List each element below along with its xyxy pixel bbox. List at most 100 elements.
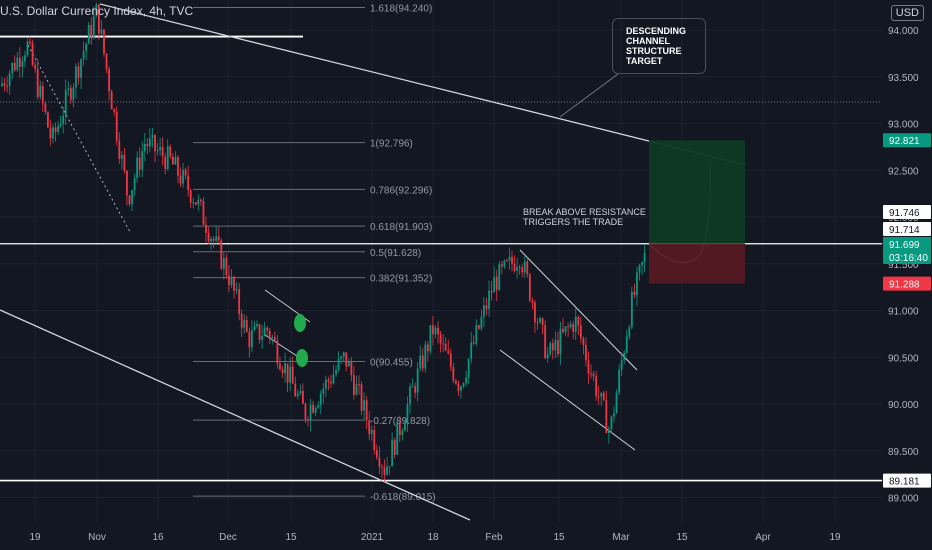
fib-level-label: 0.5(91.628)	[370, 248, 421, 259]
candle-body	[506, 260, 508, 262]
candle-body	[90, 25, 93, 38]
fib-level-label: 1(92.796)	[370, 139, 413, 150]
candle-body	[353, 375, 355, 395]
candle-body	[531, 300, 534, 303]
price-label-tag	[883, 276, 931, 291]
candle-body	[602, 392, 605, 400]
candle-body	[41, 86, 44, 104]
candle-body	[513, 263, 516, 271]
candle-body	[307, 419, 309, 421]
price-label-tag	[883, 473, 931, 488]
candle-body	[613, 413, 615, 417]
candle-body	[411, 386, 414, 388]
horizontal-levels	[0, 35, 882, 482]
fib-level-label: 0.618(91.903)	[370, 222, 432, 233]
candle-body	[151, 134, 154, 139]
candle-body	[554, 340, 557, 351]
price-tick-label: 89.500	[888, 447, 919, 458]
candle-body	[335, 369, 337, 375]
candle-body	[263, 327, 266, 336]
candle-body	[396, 422, 399, 455]
candle-body	[205, 224, 207, 233]
candle-body	[69, 88, 72, 100]
trigger-note: BREAK ABOVE RESISTANCE TRIGGERS THE TRAD…	[523, 207, 646, 227]
candle-body	[401, 430, 404, 436]
candle-body	[628, 327, 631, 337]
fib-level-label: 0.786(92.296)	[370, 185, 432, 196]
target-note-line: CHANNEL	[626, 36, 670, 46]
candle-body	[57, 125, 59, 132]
candle-body	[100, 29, 103, 34]
candle-body	[18, 57, 21, 67]
candle-body	[304, 403, 307, 420]
candle-body	[177, 156, 179, 176]
price-label-tag	[883, 222, 931, 236]
candle-body	[16, 57, 19, 71]
candle-body	[585, 345, 587, 361]
candle-body	[467, 358, 470, 378]
candle-body	[605, 399, 608, 434]
currency-button[interactable]: USD	[890, 5, 924, 21]
candle-body	[1, 83, 3, 87]
candle-body	[149, 138, 151, 147]
candle-body	[465, 377, 467, 384]
time-tick-label: 15	[285, 532, 297, 543]
candle-body	[105, 53, 108, 70]
candle-body	[426, 344, 429, 352]
candle-body	[34, 64, 37, 69]
candle-body	[207, 232, 210, 242]
candle-body	[159, 146, 161, 151]
candle-body	[289, 366, 292, 383]
candle-body	[210, 238, 212, 242]
signal-marker	[294, 314, 306, 332]
candle-body	[302, 391, 304, 404]
candle-body	[516, 267, 518, 271]
candle-body	[24, 55, 26, 62]
candle-body	[488, 290, 490, 309]
time-tick-label: Nov	[88, 532, 106, 543]
candle-body	[87, 25, 90, 44]
candle-body	[483, 305, 485, 317]
candle-body	[294, 383, 297, 397]
candle-body	[409, 386, 411, 405]
candle-body	[85, 43, 88, 52]
candle-body	[64, 89, 67, 116]
candle-body	[284, 363, 286, 373]
fib-level-label: 1.618(94.240)	[370, 4, 432, 15]
candle-body	[286, 363, 289, 383]
candle-body	[544, 325, 547, 359]
candle-body	[551, 343, 554, 351]
candle-body	[281, 369, 284, 373]
candle-body	[470, 342, 473, 359]
time-tick-label: 15	[676, 532, 688, 543]
candle-body	[615, 392, 618, 414]
candle-body	[62, 115, 65, 124]
price-tick-label: 93.500	[888, 73, 919, 84]
candle-body	[485, 305, 488, 309]
candle-body	[166, 146, 169, 170]
candle-body	[202, 201, 205, 225]
candle-body	[472, 342, 475, 344]
candle-body	[404, 424, 406, 431]
target-note: DESCENDING CHANNEL STRUCTURE TARGET	[612, 18, 706, 74]
candle-body	[212, 238, 215, 241]
candle-body	[26, 41, 29, 56]
candle-body	[44, 103, 47, 113]
candle-body	[225, 257, 228, 276]
candle-body	[230, 276, 233, 286]
candle-body	[256, 324, 258, 327]
candle-body	[322, 388, 325, 394]
candle-body	[126, 170, 128, 196]
time-tick-label: 19	[829, 532, 841, 543]
candle-body	[197, 199, 200, 205]
candle-body	[393, 439, 396, 455]
candle-body	[327, 379, 330, 382]
candle-body	[187, 175, 190, 191]
candlestick-series	[1, 2, 646, 482]
trigger-note-line: TRIGGERS THE TRADE	[523, 217, 624, 227]
candle-body	[123, 154, 126, 171]
candle-body	[261, 335, 263, 340]
candle-body	[92, 16, 95, 38]
candle-body	[421, 355, 424, 369]
